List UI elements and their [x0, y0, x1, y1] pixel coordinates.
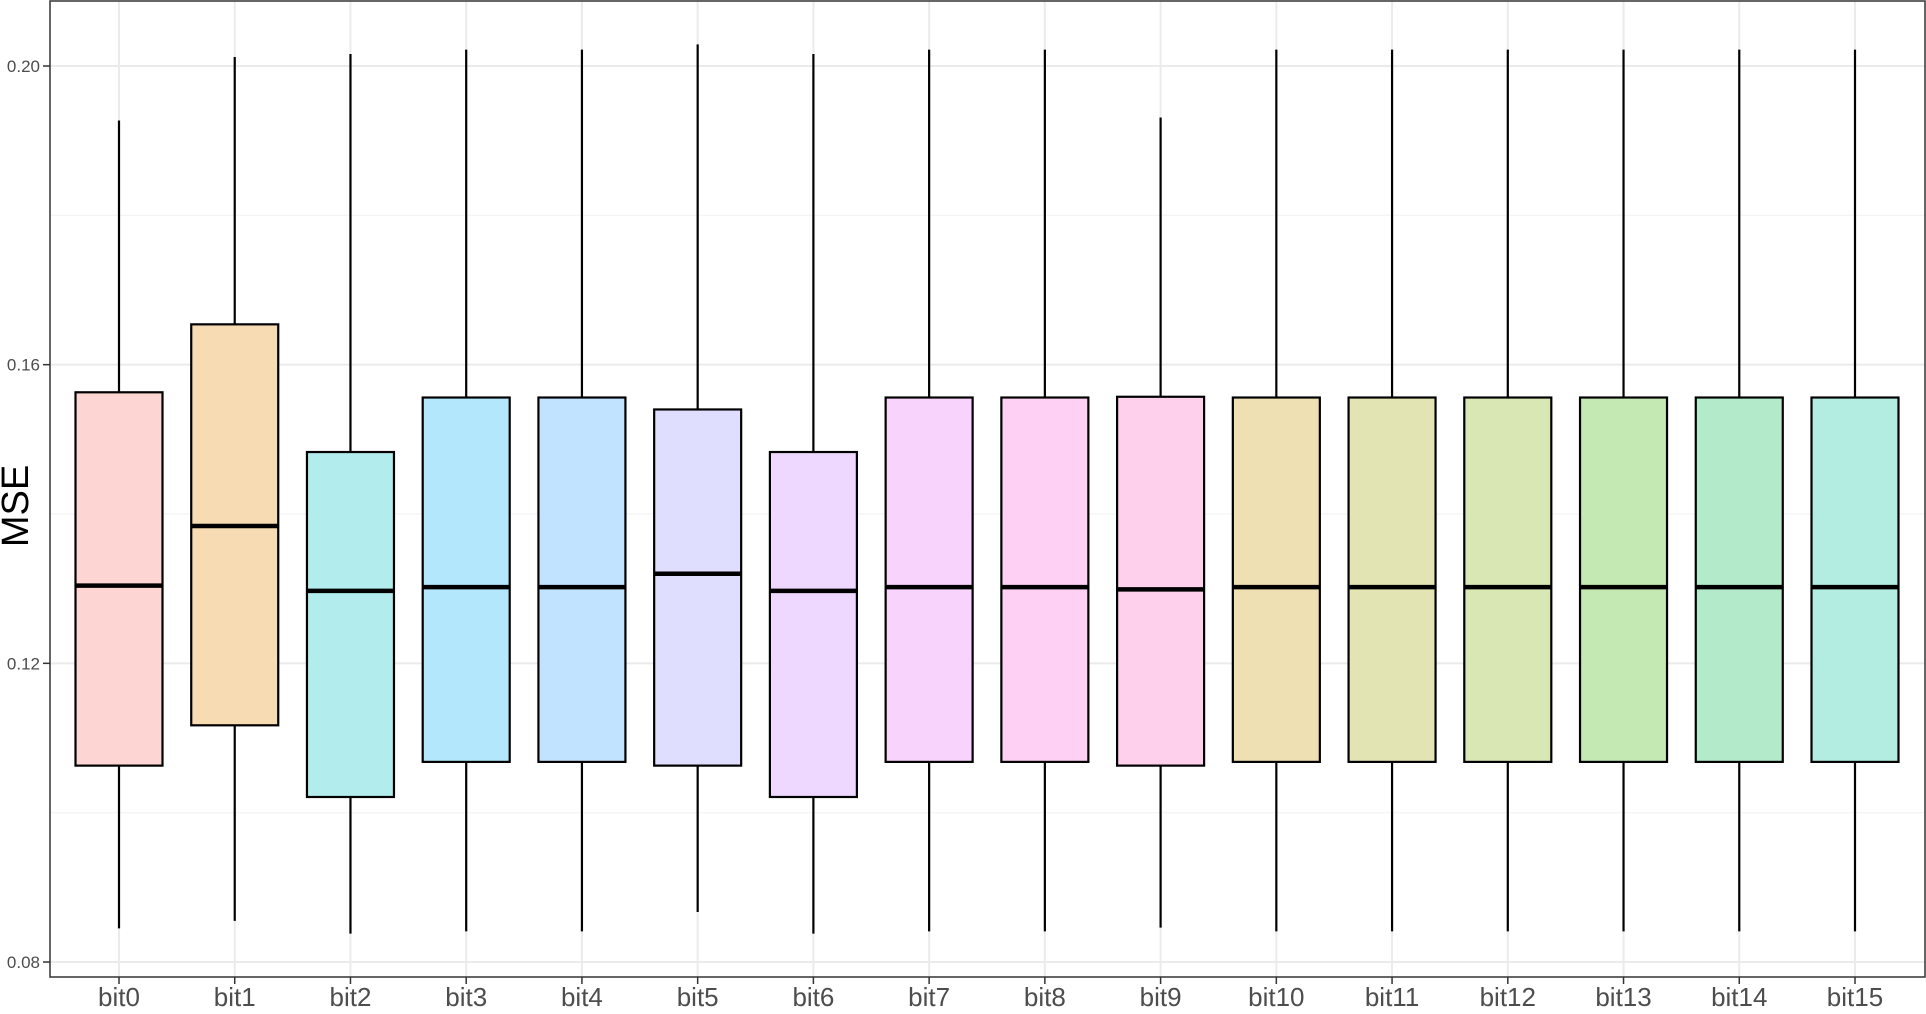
- x-tick-label: bit4: [561, 982, 603, 1009]
- box-bit5: [653, 44, 743, 912]
- x-tick-label: bit5: [677, 982, 719, 1009]
- box-body: [884, 396, 974, 763]
- x-tick-label: bit10: [1248, 982, 1304, 1009]
- box-body: [537, 396, 627, 763]
- box-bit0: [74, 120, 164, 929]
- plot-panel-border: [49, 0, 1926, 978]
- x-tick-label: bit2: [330, 982, 372, 1009]
- x-tick-label: bit14: [1711, 982, 1767, 1009]
- box-bit4: [537, 49, 627, 932]
- box-bit12: [1463, 49, 1553, 932]
- box-bit11: [1347, 49, 1437, 932]
- box-body: [1578, 396, 1669, 763]
- box-body: [1115, 395, 1206, 767]
- box-bit6: [768, 54, 859, 934]
- box-body: [768, 450, 859, 799]
- x-tick-label: bit9: [1140, 982, 1182, 1009]
- box-bit15: [1810, 49, 1900, 932]
- box-bit2: [305, 54, 396, 934]
- box-body: [421, 396, 511, 763]
- x-tick-label: bit3: [445, 982, 487, 1009]
- box-body: [653, 408, 743, 767]
- box-bit3: [421, 49, 511, 932]
- box-bit1: [190, 57, 280, 921]
- box-bit7: [884, 49, 974, 932]
- box-body: [1463, 396, 1553, 763]
- y-axis-title: MSE: [0, 465, 37, 547]
- box-body: [1000, 396, 1090, 763]
- y-tick-label: 0.08: [7, 953, 40, 972]
- box-bit9: [1115, 117, 1206, 928]
- box-body: [1231, 396, 1321, 763]
- box-layer: [74, 44, 1900, 934]
- y-tick-label: 0.20: [7, 57, 40, 76]
- box-bit10: [1231, 49, 1321, 932]
- x-tick-label: bit6: [792, 982, 834, 1009]
- x-tick-label: bit0: [98, 982, 140, 1009]
- box-bit13: [1578, 49, 1669, 932]
- x-tick-label: bit11: [1365, 982, 1419, 1009]
- x-axis: bit0 bit1 bit2 bit3 bit4 bit5 bit6 bit7 bit8 bit9…: [98, 977, 1883, 1012]
- box-body: [305, 450, 396, 799]
- y-tick-label: 0.12: [7, 654, 40, 673]
- y-tick-label: 0.16: [7, 356, 40, 375]
- x-tick-label: bit8: [1024, 982, 1066, 1009]
- y-axis: 0.08 0.12 0.16 0.20: [7, 57, 50, 972]
- x-tick-label: bit13: [1595, 982, 1651, 1009]
- x-tick-label: bit12: [1480, 982, 1536, 1009]
- x-tick-label: bit7: [908, 982, 950, 1009]
- box-bit8: [1000, 49, 1090, 932]
- box-body: [1694, 396, 1784, 763]
- x-tick-label: bit1: [214, 982, 256, 1009]
- box-bit14: [1694, 49, 1784, 932]
- box-body: [74, 391, 164, 767]
- box-body: [1810, 396, 1900, 763]
- x-tick-label: bit15: [1827, 982, 1883, 1009]
- box-body: [1347, 396, 1437, 763]
